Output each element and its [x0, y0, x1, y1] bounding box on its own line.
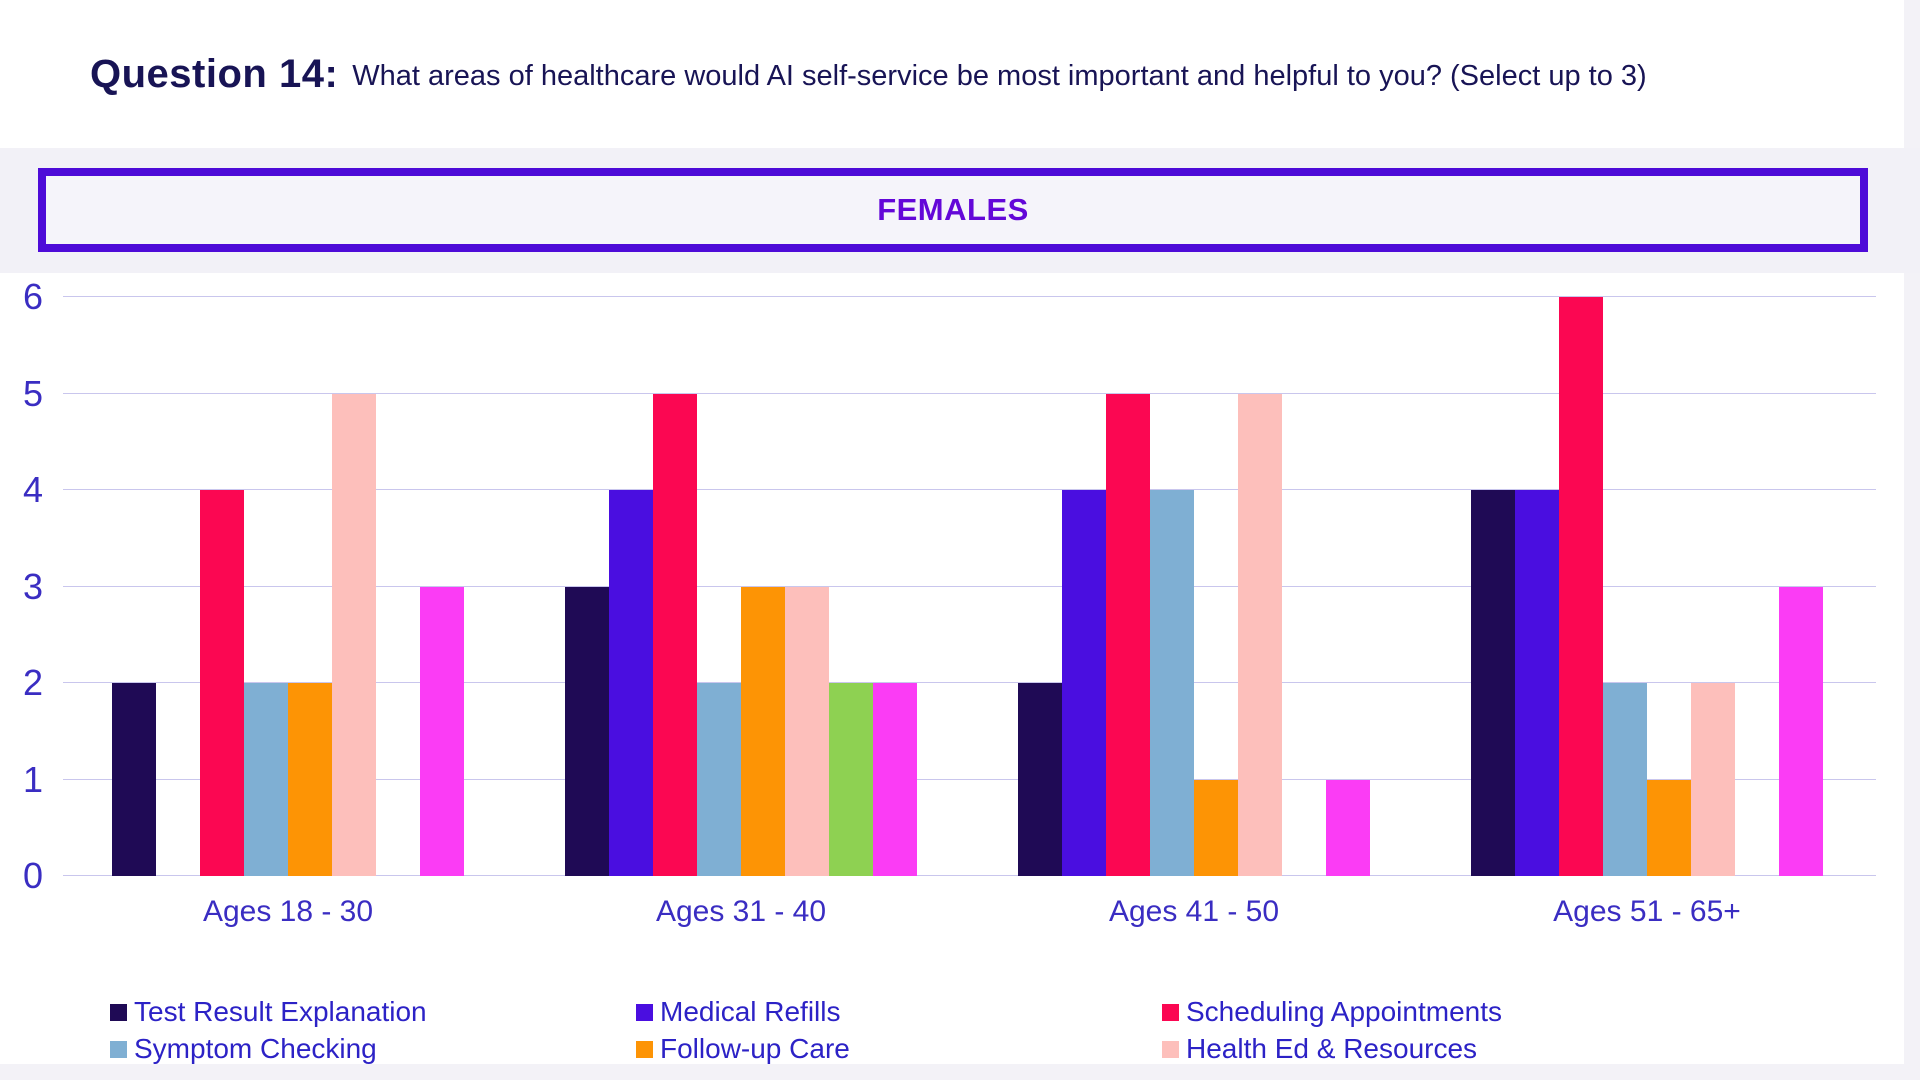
page-title: Question 14: What areas of healthcare wo… [0, 0, 1904, 148]
bar [1326, 779, 1370, 876]
bar [332, 393, 376, 876]
banner-label: FEMALES [877, 192, 1029, 227]
bar [609, 490, 653, 876]
bar [785, 586, 829, 876]
gridline-y-2 [63, 682, 1876, 683]
y-tick-2: 2 [22, 662, 43, 703]
y-tick-1: 1 [22, 758, 43, 800]
bar [1150, 490, 1194, 876]
y-tick-6: 6 [22, 276, 43, 317]
y-tick-4: 4 [22, 469, 43, 510]
legend-swatch-icon [110, 1040, 127, 1058]
bar-cluster-2 [565, 297, 917, 876]
bar [1106, 393, 1150, 876]
legend-label: Health Ed & Resources [1186, 1033, 1478, 1064]
bar [1691, 683, 1735, 876]
bar-cluster-1 [112, 297, 464, 876]
bar [829, 683, 873, 876]
y-tick-0: 0 [22, 855, 43, 896]
bar [420, 586, 464, 876]
legend-item: Medical Refills [636, 996, 841, 1028]
bar [1603, 683, 1647, 876]
gridline-y-4 [63, 489, 1876, 490]
bar-chart: 0 1 2 3 4 5 6 Ages 18 - 30 Ages 31 - 40 Ages 41 … [0, 273, 1904, 1064]
bar [565, 586, 609, 876]
legend-item: Scheduling Appointments [1162, 996, 1502, 1028]
females-banner: FEMALES [38, 168, 1868, 252]
legend-item: Symptom Checking [110, 1033, 377, 1065]
gridline-y-1 [63, 778, 1876, 780]
x-axis-label: Ages 31 - 40 [655, 895, 827, 928]
question-number: Question 14: [90, 51, 339, 96]
bar [1779, 586, 1823, 876]
legend-label: Symptom Checking [134, 1033, 377, 1064]
x-axis-label: Ages 18 - 30 [202, 895, 374, 928]
bar [741, 586, 785, 876]
bar [653, 393, 697, 876]
bar [244, 683, 288, 876]
y-tick-5: 5 [22, 372, 43, 414]
bar [1559, 297, 1603, 876]
bar [1238, 393, 1282, 876]
bar [1515, 490, 1559, 876]
bar [1018, 683, 1062, 876]
y-tick-3: 3 [22, 565, 43, 607]
legend-item: Health Ed & Resources [1162, 1033, 1477, 1065]
legend-swatch-icon [1162, 1040, 1179, 1058]
legend-swatch-icon [110, 1003, 127, 1021]
bar-cluster-3 [1018, 297, 1370, 876]
legend-item: Test Result Explanation [110, 996, 427, 1028]
bar-cluster-4 [1471, 297, 1823, 876]
legend-swatch-icon [636, 1040, 653, 1058]
legend-label: Medical Refills [660, 996, 841, 1027]
bar [112, 683, 156, 876]
x-axis-label: Ages 41 - 50 [1108, 895, 1280, 928]
legend-label: Follow-up Care [660, 1033, 850, 1064]
bar [873, 683, 917, 876]
bar [1194, 779, 1238, 876]
legend-swatch-icon [636, 1003, 653, 1021]
legend-item: Follow-up Care [636, 1033, 850, 1065]
bar [1647, 779, 1691, 876]
gridline-y-3 [63, 585, 1876, 587]
question-text: What areas of healthcare would AI self-s… [352, 59, 1647, 92]
bar [1062, 490, 1106, 876]
plot-area: 0 1 2 3 4 5 6 [23, 279, 1876, 894]
bar [697, 683, 741, 876]
bar [200, 490, 244, 876]
gridline-y-5 [63, 392, 1876, 394]
legend-label: Scheduling Appointments [1186, 996, 1502, 1027]
gridline-y-6 [63, 296, 1876, 297]
gridline-y-0 [63, 875, 1876, 876]
legend-swatch-icon [1162, 1003, 1179, 1021]
bar [288, 683, 332, 876]
x-axis-label: Ages 51 - 65+ [1553, 895, 1741, 928]
banner-band: FEMALES [0, 148, 1920, 273]
bar [1471, 490, 1515, 876]
legend-label: Test Result Explanation [134, 996, 427, 1027]
